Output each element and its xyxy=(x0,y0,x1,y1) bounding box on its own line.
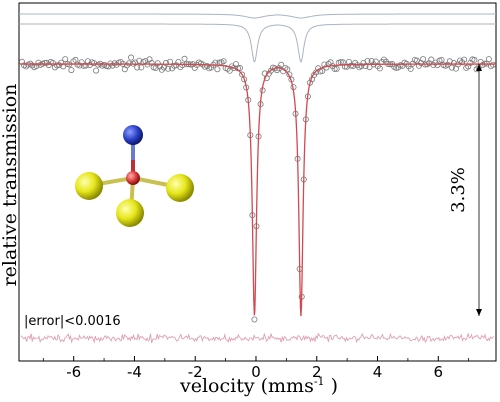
data-point xyxy=(251,316,258,323)
data-point xyxy=(284,66,291,73)
data-point xyxy=(128,54,135,61)
data-point xyxy=(341,63,348,70)
atom-top xyxy=(123,125,143,145)
data-point xyxy=(220,58,227,65)
data-point xyxy=(93,67,100,74)
data-point xyxy=(80,62,87,69)
data-point xyxy=(62,56,69,63)
plot-frame xyxy=(18,2,497,362)
data-point xyxy=(136,57,143,64)
data-point xyxy=(278,61,285,68)
x-axis-title-exponent: -1 xyxy=(314,375,325,388)
data-point xyxy=(54,62,61,69)
x-axis-title-main: velocity (mms xyxy=(179,375,314,397)
data-point xyxy=(368,58,375,65)
data-point xyxy=(362,63,369,70)
data-point xyxy=(29,62,36,69)
data-point xyxy=(181,55,188,62)
data-point xyxy=(376,65,383,72)
atom-ligand-left xyxy=(75,172,103,200)
y-axis-title: relative transmission xyxy=(0,84,21,287)
data-point xyxy=(489,61,496,68)
data-point xyxy=(467,59,474,66)
component-curve xyxy=(19,23,496,63)
data-point xyxy=(428,56,435,63)
data-point xyxy=(331,65,338,72)
data-point xyxy=(138,64,145,71)
depth-indicator xyxy=(476,64,482,316)
data-point xyxy=(350,62,357,69)
x-tick-label: 4 xyxy=(373,363,383,381)
component-subspectra xyxy=(19,13,496,63)
x-tick-label: -6 xyxy=(66,363,81,381)
data-point xyxy=(358,62,365,69)
data-point xyxy=(271,65,278,72)
x-tick-label: -2 xyxy=(188,363,203,381)
x-tick-label: 2 xyxy=(312,363,322,381)
depth-annotation: 3.3% xyxy=(448,167,469,213)
data-point xyxy=(457,57,464,64)
x-axis-title: velocity (mms-1 ) xyxy=(179,375,338,397)
x-axis: -6 -4 -2 0 2 4 6 xyxy=(42,356,470,381)
data-point xyxy=(165,65,172,72)
atom-ligand-right xyxy=(166,174,194,202)
data-point xyxy=(348,62,355,69)
data-point xyxy=(461,56,468,63)
data-point xyxy=(319,68,326,75)
data-point xyxy=(146,56,153,63)
data-point xyxy=(214,66,221,73)
data-point xyxy=(154,60,161,67)
data-point xyxy=(241,76,248,83)
atom-central xyxy=(126,171,140,185)
atom-ligand-bottom xyxy=(116,199,144,227)
x-tick-label: 6 xyxy=(434,363,444,381)
fit-curve xyxy=(19,63,496,317)
data-point xyxy=(485,56,492,63)
data-point xyxy=(91,60,98,67)
data-point xyxy=(237,65,244,72)
data-point xyxy=(152,65,159,72)
data-point xyxy=(471,56,478,63)
data-point xyxy=(179,62,186,69)
data-point xyxy=(76,62,83,69)
data-point xyxy=(407,65,414,72)
x-tick-label: -4 xyxy=(127,363,142,381)
data-point xyxy=(68,67,75,74)
data-point xyxy=(450,60,457,67)
error-annotation: |error|<0.0016 xyxy=(24,314,121,329)
data-point xyxy=(438,56,445,63)
data-point xyxy=(352,59,359,66)
data-point xyxy=(420,56,427,63)
x-tick-label: 0 xyxy=(251,363,261,381)
data-point xyxy=(123,62,130,69)
data-point xyxy=(364,58,371,65)
data-point xyxy=(333,65,340,72)
residual-trace xyxy=(20,332,495,344)
x-axis-title-suffix: ) xyxy=(325,375,338,397)
data-point xyxy=(125,60,132,67)
data-point xyxy=(134,64,141,71)
data-point xyxy=(162,59,169,66)
component-curve xyxy=(19,13,496,19)
tetrahedral-molecule-icon xyxy=(75,125,194,227)
